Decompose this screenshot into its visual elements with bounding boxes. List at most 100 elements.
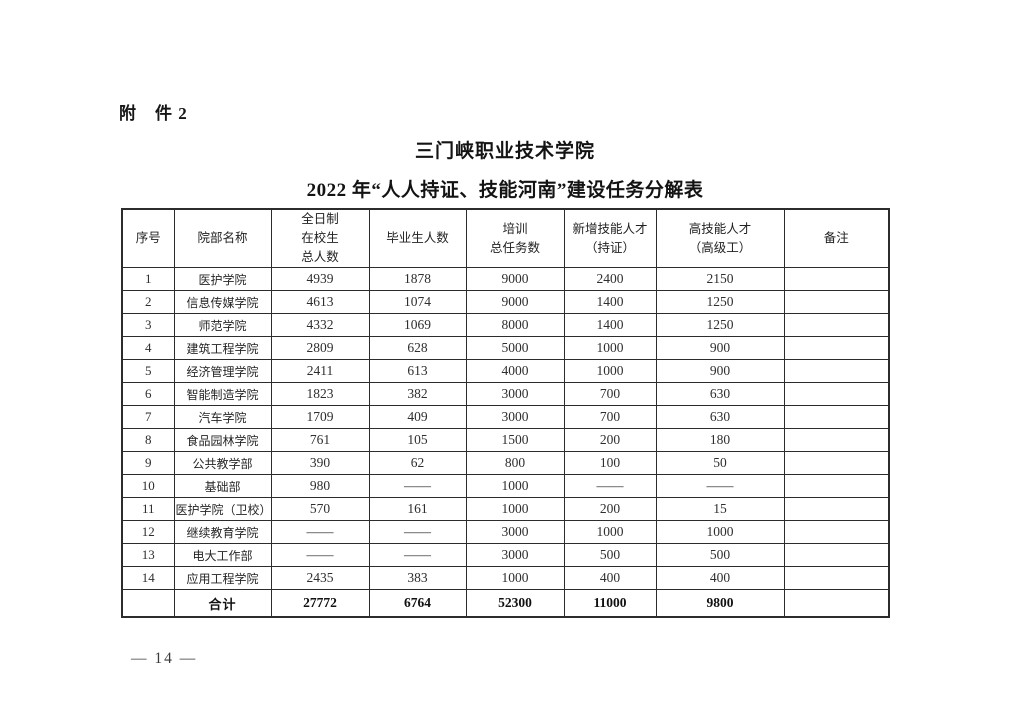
column-header-no: 序号 <box>121 208 175 268</box>
task-table-container: 序号 院部名称 全日制 在校生 总人数 毕业生人数 培训 总任务数 新增技能人才 （持证）… <box>121 208 890 618</box>
cell-new-skilled: 11000 <box>563 589 657 618</box>
cell-graduates: 628 <box>368 336 467 360</box>
table-row: 5 经济管理学院 2411 613 4000 1000 900 <box>121 359 890 383</box>
cell-new-skilled: 700 <box>563 405 657 429</box>
cell-new-skilled: 1400 <box>563 290 657 314</box>
cell-training: 52300 <box>465 589 565 618</box>
cell-enrolled: 27772 <box>270 589 370 618</box>
cell-no: 11 <box>121 497 175 521</box>
cell-no <box>121 589 175 618</box>
cell-no: 6 <box>121 382 175 406</box>
table-total-row: 合计 27772 6764 52300 11000 9800 <box>121 589 890 618</box>
cell-high-skilled: 15 <box>655 497 785 521</box>
page-number: — 14 — <box>131 650 198 667</box>
cell-name: 汽车学院 <box>173 405 272 429</box>
cell-remark <box>783 497 890 521</box>
cell-high-skilled: 900 <box>655 359 785 383</box>
column-header-enrolled: 全日制 在校生 总人数 <box>270 208 370 268</box>
cell-high-skilled: 900 <box>655 336 785 360</box>
document-subtitle: 2022 年“人人持证、技能河南”建设任务分解表 <box>306 180 704 201</box>
cell-new-skilled: 1000 <box>563 336 657 360</box>
cell-no: 7 <box>121 405 175 429</box>
cell-new-skilled: 200 <box>563 428 657 452</box>
cell-name: 电大工作部 <box>173 543 272 567</box>
cell-graduates: 383 <box>368 566 467 590</box>
cell-name: 食品园林学院 <box>173 428 272 452</box>
cell-no: 3 <box>121 313 175 337</box>
document-title: 三门峡职业技术学院 <box>414 141 595 162</box>
cell-high-skilled: 630 <box>655 382 785 406</box>
column-header-high-skilled: 高技能人才 （高级工） <box>655 208 785 268</box>
cell-enrolled: 4613 <box>270 290 370 314</box>
cell-high-skilled: 400 <box>655 566 785 590</box>
cell-remark <box>783 428 890 452</box>
cell-new-skilled: 1000 <box>563 520 657 544</box>
cell-remark <box>783 359 890 383</box>
cell-graduates: 1069 <box>368 313 467 337</box>
cell-high-skilled: 9800 <box>655 589 785 618</box>
cell-remark <box>783 474 890 498</box>
cell-no: 14 <box>121 566 175 590</box>
cell-remark <box>783 290 890 314</box>
cell-new-skilled: 100 <box>563 451 657 475</box>
cell-new-skilled: 2400 <box>563 267 657 291</box>
attachment-label: 附 件 2 <box>119 104 188 123</box>
cell-training: 1500 <box>465 428 565 452</box>
cell-remark <box>783 336 890 360</box>
cell-name: 建筑工程学院 <box>173 336 272 360</box>
cell-enrolled: —— <box>270 520 370 544</box>
cell-training: 4000 <box>465 359 565 383</box>
cell-no: 10 <box>121 474 175 498</box>
cell-high-skilled: 500 <box>655 543 785 567</box>
cell-remark <box>783 520 890 544</box>
cell-no: 9 <box>121 451 175 475</box>
cell-graduates: 1074 <box>368 290 467 314</box>
cell-high-skilled: 630 <box>655 405 785 429</box>
cell-remark <box>783 566 890 590</box>
cell-enrolled: 761 <box>270 428 370 452</box>
cell-training: 9000 <box>465 267 565 291</box>
cell-training: 800 <box>465 451 565 475</box>
cell-training: 9000 <box>465 290 565 314</box>
cell-training: 1000 <box>465 474 565 498</box>
cell-training: 3000 <box>465 382 565 406</box>
cell-enrolled: 2435 <box>270 566 370 590</box>
cell-graduates: —— <box>368 474 467 498</box>
cell-high-skilled: —— <box>655 474 785 498</box>
task-breakdown-table: 序号 院部名称 全日制 在校生 总人数 毕业生人数 培训 总任务数 新增技能人才 （持证）… <box>121 208 890 618</box>
cell-name: 医护学院（卫校） <box>173 497 272 521</box>
cell-training: 3000 <box>465 543 565 567</box>
table-row: 4 建筑工程学院 2809 628 5000 1000 900 <box>121 336 890 360</box>
cell-no: 2 <box>121 290 175 314</box>
cell-high-skilled: 2150 <box>655 267 785 291</box>
table-row: 13 电大工作部 —— —— 3000 500 500 <box>121 543 890 567</box>
cell-enrolled: 2411 <box>270 359 370 383</box>
cell-enrolled: 4332 <box>270 313 370 337</box>
cell-enrolled: 390 <box>270 451 370 475</box>
table-row: 1 医护学院 4939 1878 9000 2400 2150 <box>121 267 890 291</box>
cell-new-skilled: 400 <box>563 566 657 590</box>
cell-remark <box>783 313 890 337</box>
cell-enrolled: —— <box>270 543 370 567</box>
table-row: 10 基础部 980 —— 1000 —— —— <box>121 474 890 498</box>
cell-enrolled: 1823 <box>270 382 370 406</box>
table-body: 1 医护学院 4939 1878 9000 2400 2150 2 信息传媒学院 4613 1074… <box>121 267 890 618</box>
table-row: 9 公共教学部 390 62 800 100 50 <box>121 451 890 475</box>
cell-new-skilled: 500 <box>563 543 657 567</box>
cell-training: 1000 <box>465 497 565 521</box>
cell-no: 5 <box>121 359 175 383</box>
cell-training: 3000 <box>465 520 565 544</box>
table-row: 11 医护学院（卫校） 570 161 1000 200 15 <box>121 497 890 521</box>
table-row: 2 信息传媒学院 4613 1074 9000 1400 1250 <box>121 290 890 314</box>
cell-remark <box>783 405 890 429</box>
cell-name: 医护学院 <box>173 267 272 291</box>
cell-remark <box>783 451 890 475</box>
column-header-name: 院部名称 <box>173 208 272 268</box>
cell-no: 1 <box>121 267 175 291</box>
cell-name: 继续教育学院 <box>173 520 272 544</box>
cell-remark <box>783 543 890 567</box>
table-row: 14 应用工程学院 2435 383 1000 400 400 <box>121 566 890 590</box>
cell-name: 经济管理学院 <box>173 359 272 383</box>
cell-enrolled: 570 <box>270 497 370 521</box>
cell-graduates: 382 <box>368 382 467 406</box>
